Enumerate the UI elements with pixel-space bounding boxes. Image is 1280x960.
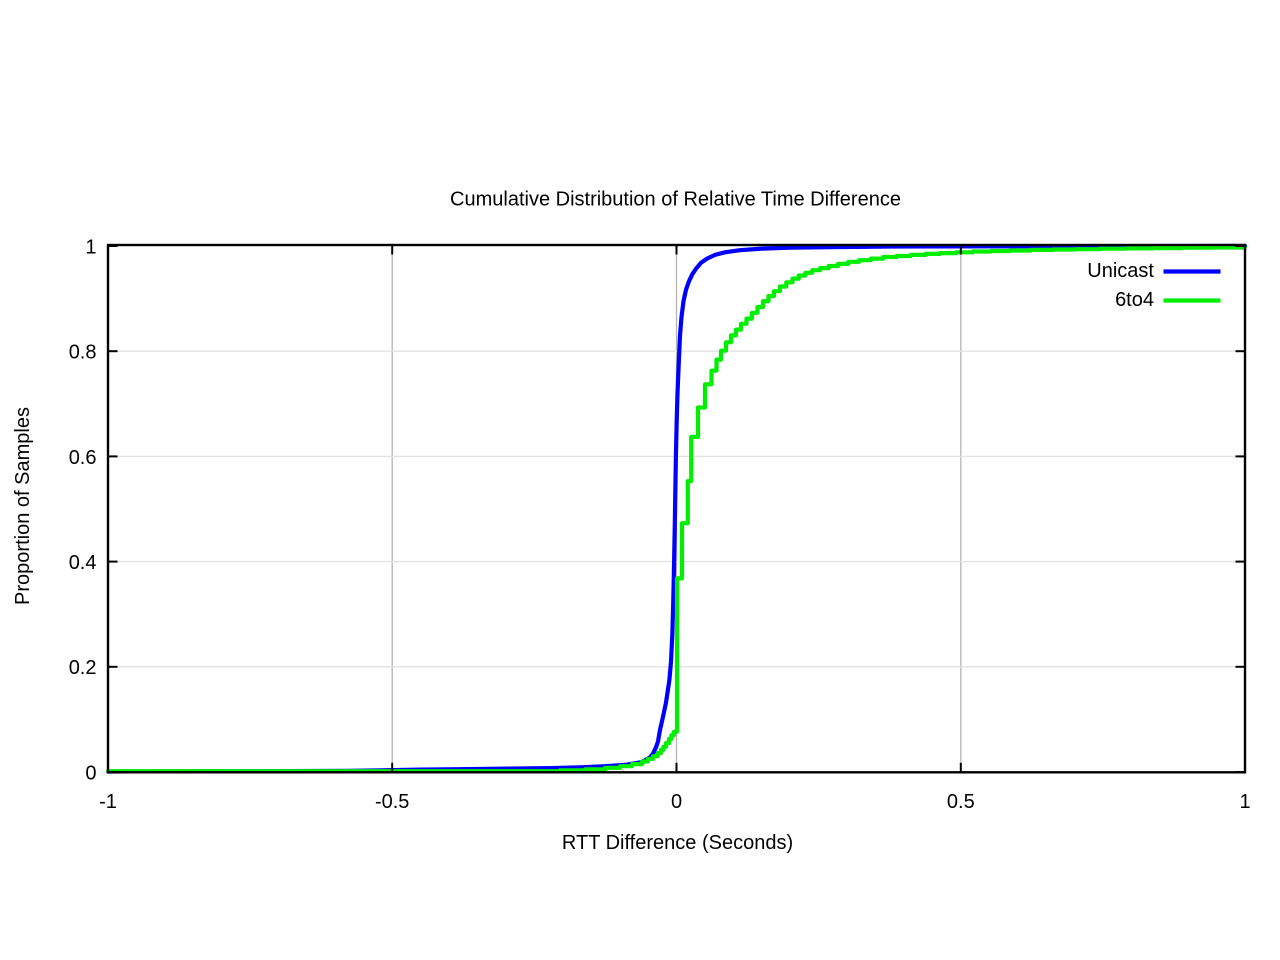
svg-text:Unicast: Unicast — [1087, 260, 1154, 282]
svg-text:Proportion of Samples: Proportion of Samples — [12, 407, 34, 605]
svg-text:0.6: 0.6 — [69, 447, 97, 469]
svg-text:1: 1 — [85, 236, 96, 258]
svg-text:Cumulative Distribution of Rel: Cumulative Distribution of Relative Time… — [450, 189, 901, 211]
svg-text:6to4: 6to4 — [1115, 289, 1154, 311]
svg-text:RTT Difference (Seconds): RTT Difference (Seconds) — [562, 832, 793, 854]
svg-text:0: 0 — [85, 762, 96, 784]
svg-text:0.5: 0.5 — [947, 791, 975, 813]
svg-text:0.4: 0.4 — [69, 552, 97, 574]
svg-text:-1: -1 — [99, 791, 117, 813]
svg-text:-0.5: -0.5 — [375, 791, 409, 813]
svg-text:0.2: 0.2 — [69, 657, 97, 679]
svg-text:1: 1 — [1239, 791, 1250, 813]
svg-text:0.8: 0.8 — [69, 342, 97, 364]
svg-text:0: 0 — [671, 791, 682, 813]
